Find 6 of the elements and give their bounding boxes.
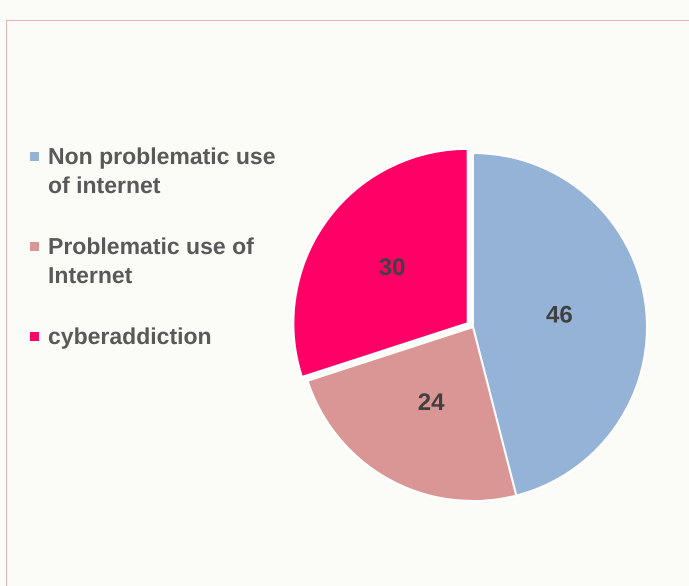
- legend-label: cyberaddiction: [48, 322, 212, 351]
- data-label: 24: [418, 388, 446, 416]
- legend-label: Problematic use of Internet: [48, 232, 255, 290]
- legend-label: Non problematic use of internet: [48, 142, 276, 200]
- data-label: 30: [378, 254, 406, 281]
- data-label: 46: [546, 302, 573, 329]
